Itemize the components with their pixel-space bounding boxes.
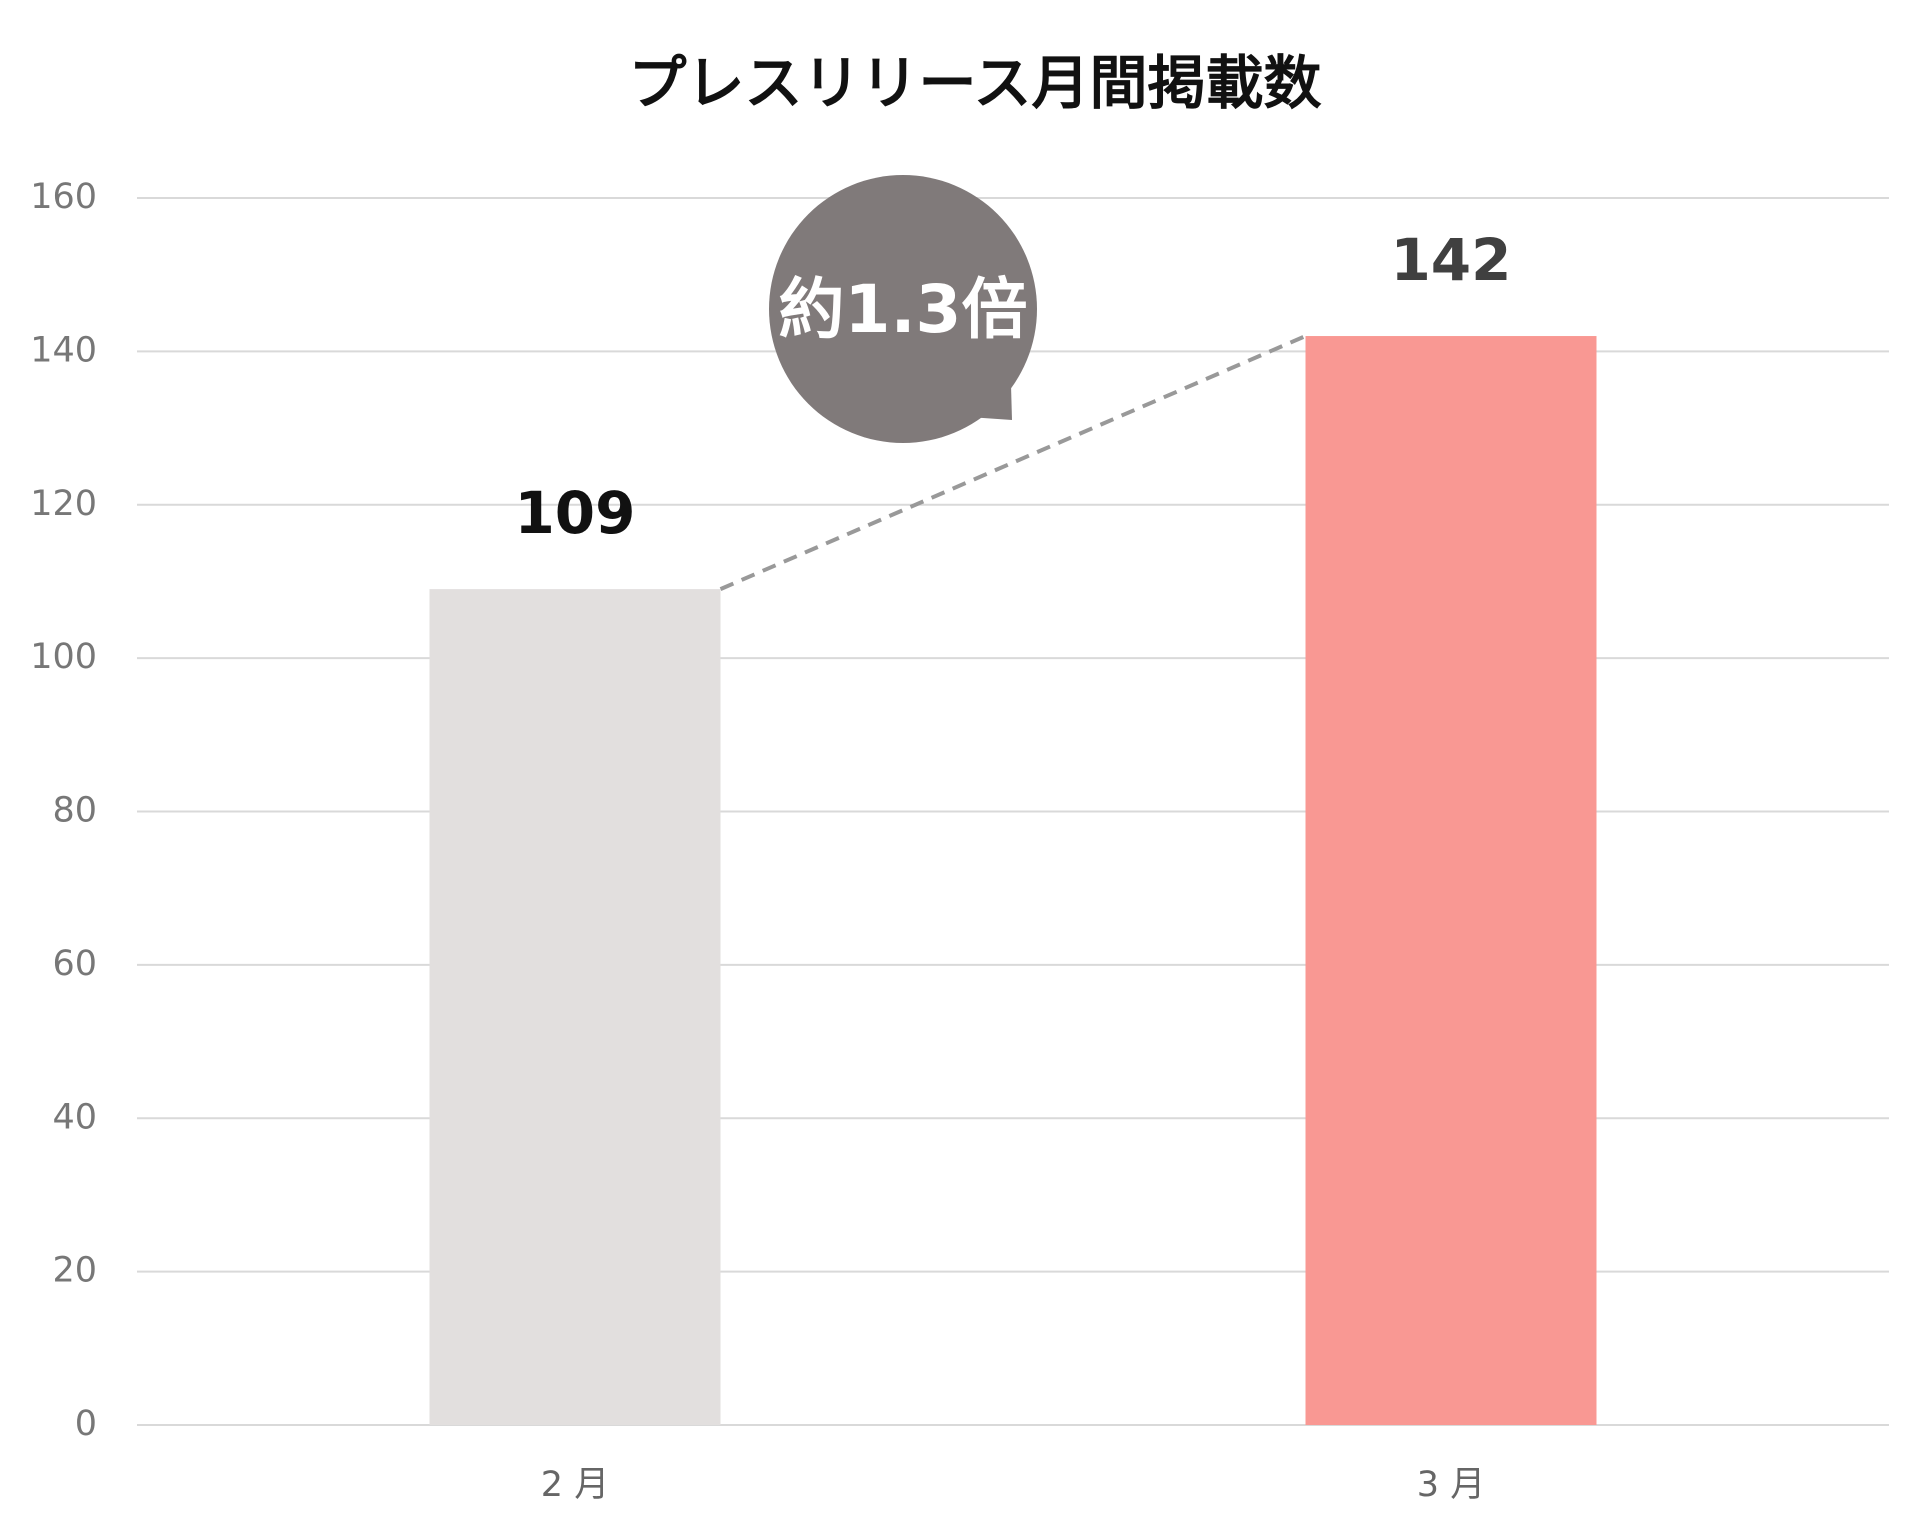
- y-tick-label: 0: [75, 1404, 97, 1444]
- y-tick-label: 20: [52, 1251, 97, 1291]
- x-tick-label: 2 月: [541, 1465, 609, 1505]
- x-tick-label: 3 月: [1417, 1465, 1485, 1505]
- value-label: 109: [514, 479, 635, 547]
- annotation: 約1.3倍: [779, 271, 1028, 348]
- y-tick-label: 140: [30, 330, 97, 370]
- y-tick-label: 80: [52, 791, 97, 831]
- y-tick-label: 100: [30, 637, 97, 677]
- y-tick-label: 120: [30, 484, 97, 524]
- bar: [1305, 336, 1597, 1426]
- value-label: 142: [1390, 226, 1511, 294]
- y-tick-label: 60: [52, 944, 97, 984]
- y-tick-label: 40: [52, 1097, 97, 1137]
- bar: [429, 589, 721, 1425]
- chart-title: プレスリリース月間掲載数: [628, 49, 1321, 117]
- connector: [719, 334, 1307, 591]
- y-tick-label: 160: [30, 177, 97, 217]
- bubble: [769, 175, 1037, 443]
